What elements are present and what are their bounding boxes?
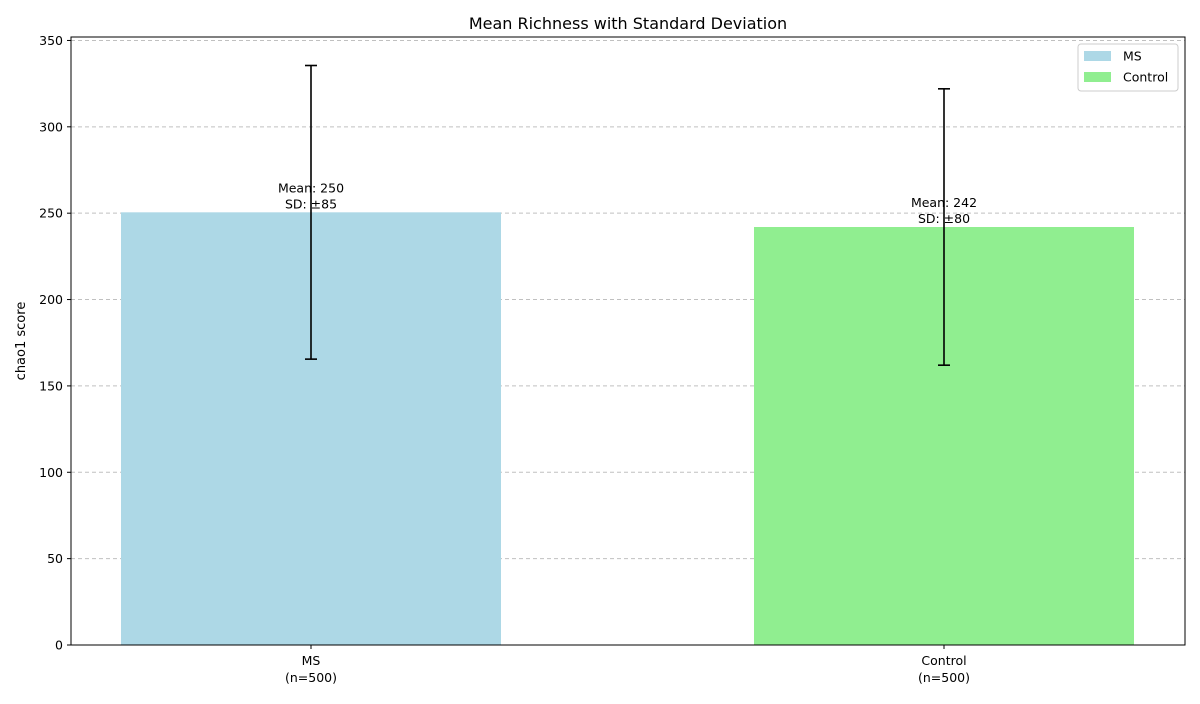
axes: 0 50 100 150 200 250 300 350 MS (n=500) Control (n=… xyxy=(39,33,1186,685)
y-tick-label: 0 xyxy=(55,638,63,653)
y-tick-label: 50 xyxy=(47,551,63,566)
bars xyxy=(121,212,1134,645)
legend-swatch xyxy=(1084,51,1111,61)
x-category-label: Control xyxy=(921,653,966,668)
bar-mean-label: Mean: 242 xyxy=(911,195,977,210)
y-tick-label: 350 xyxy=(39,33,63,48)
error-bars xyxy=(305,64,950,366)
bar-mean-label: Mean: 250 xyxy=(278,180,344,195)
y-axis-label: chao1 score xyxy=(14,302,29,381)
chart-title: Mean Richness with Standard Deviation xyxy=(469,14,787,33)
legend-label: Control xyxy=(1123,70,1168,85)
legend-label: MS xyxy=(1123,49,1142,64)
y-tick-label: 200 xyxy=(39,292,63,307)
bar-sd-label: SD: ±80 xyxy=(918,211,970,226)
y-tick-label: 250 xyxy=(39,206,63,221)
bar-sd-label: SD: ±85 xyxy=(285,196,337,211)
legend: MS Control xyxy=(1077,43,1179,92)
x-category-label: MS xyxy=(302,653,321,668)
y-tick-label: 300 xyxy=(39,119,63,134)
plot-frame xyxy=(70,36,1186,646)
y-tick-label: 100 xyxy=(39,465,63,480)
x-category-sublabel: (n=500) xyxy=(918,670,970,685)
y-tick-label: 150 xyxy=(39,378,63,393)
legend-swatch xyxy=(1084,72,1111,82)
x-category-sublabel: (n=500) xyxy=(285,670,337,685)
